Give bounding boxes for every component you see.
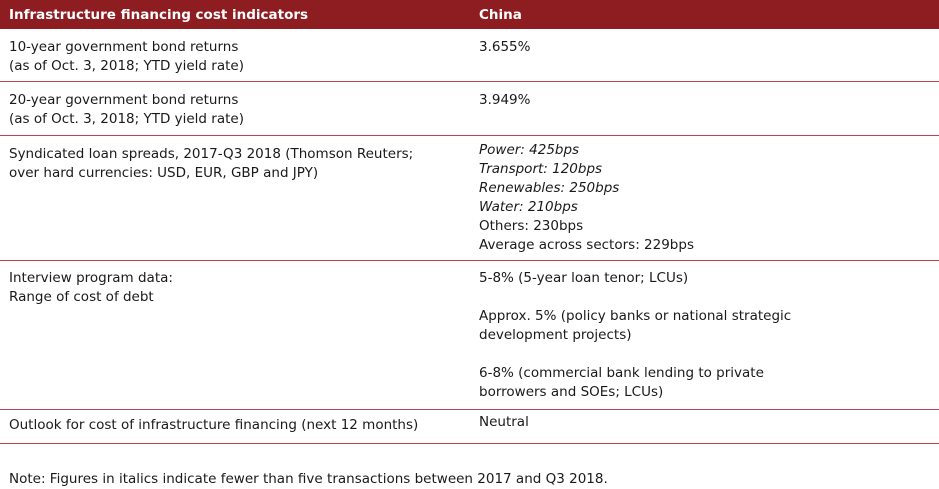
financing-cost-table: Infrastructure financing cost indicators…: [0, 0, 939, 444]
table-note: Note: Figures in italics indicate fewer …: [9, 471, 608, 487]
row-value: 5-8% (5-year loan tenor; LCUs) Approx. 5…: [479, 270, 792, 400]
row-value: Neutral: [479, 414, 529, 430]
row-value: 3.655%: [479, 39, 531, 55]
row-label: Syndicated loan spreads, 2017-Q3 2018 (T…: [9, 146, 414, 181]
spread-others: Others: 230bps: [479, 218, 584, 234]
table-row: Outlook for cost of infrastructure finan…: [0, 410, 939, 444]
table-row: 20-year government bond returns (as of O…: [0, 82, 939, 136]
row-label: Outlook for cost of infrastructure finan…: [9, 417, 419, 433]
row-label: 10-year government bond returns (as of O…: [9, 39, 244, 74]
table-row: 10-year government bond returns (as of O…: [0, 29, 939, 82]
table-row: Interview program data: Range of cost of…: [0, 261, 939, 410]
row-value: 3.949%: [479, 92, 531, 108]
spread-water: Water: 210bps: [479, 199, 578, 215]
header-indicators: Infrastructure financing cost indicators: [9, 7, 309, 23]
header-china: China: [479, 7, 522, 23]
row-label: 20-year government bond returns (as of O…: [9, 92, 244, 127]
row-label: Interview program data: Range of cost of…: [9, 270, 173, 305]
table-header: Infrastructure financing cost indicators…: [0, 0, 939, 29]
spread-transport: Transport: 120bps: [479, 161, 603, 177]
spread-renewables: Renewables: 250bps: [479, 180, 620, 196]
spread-average: Average across sectors: 229bps: [479, 237, 694, 253]
spread-power: Power: 425bps: [479, 142, 580, 158]
row-value: Power: 425bps Transport: 120bps Renewabl…: [479, 141, 809, 255]
table-row: Syndicated loan spreads, 2017-Q3 2018 (T…: [0, 136, 939, 261]
